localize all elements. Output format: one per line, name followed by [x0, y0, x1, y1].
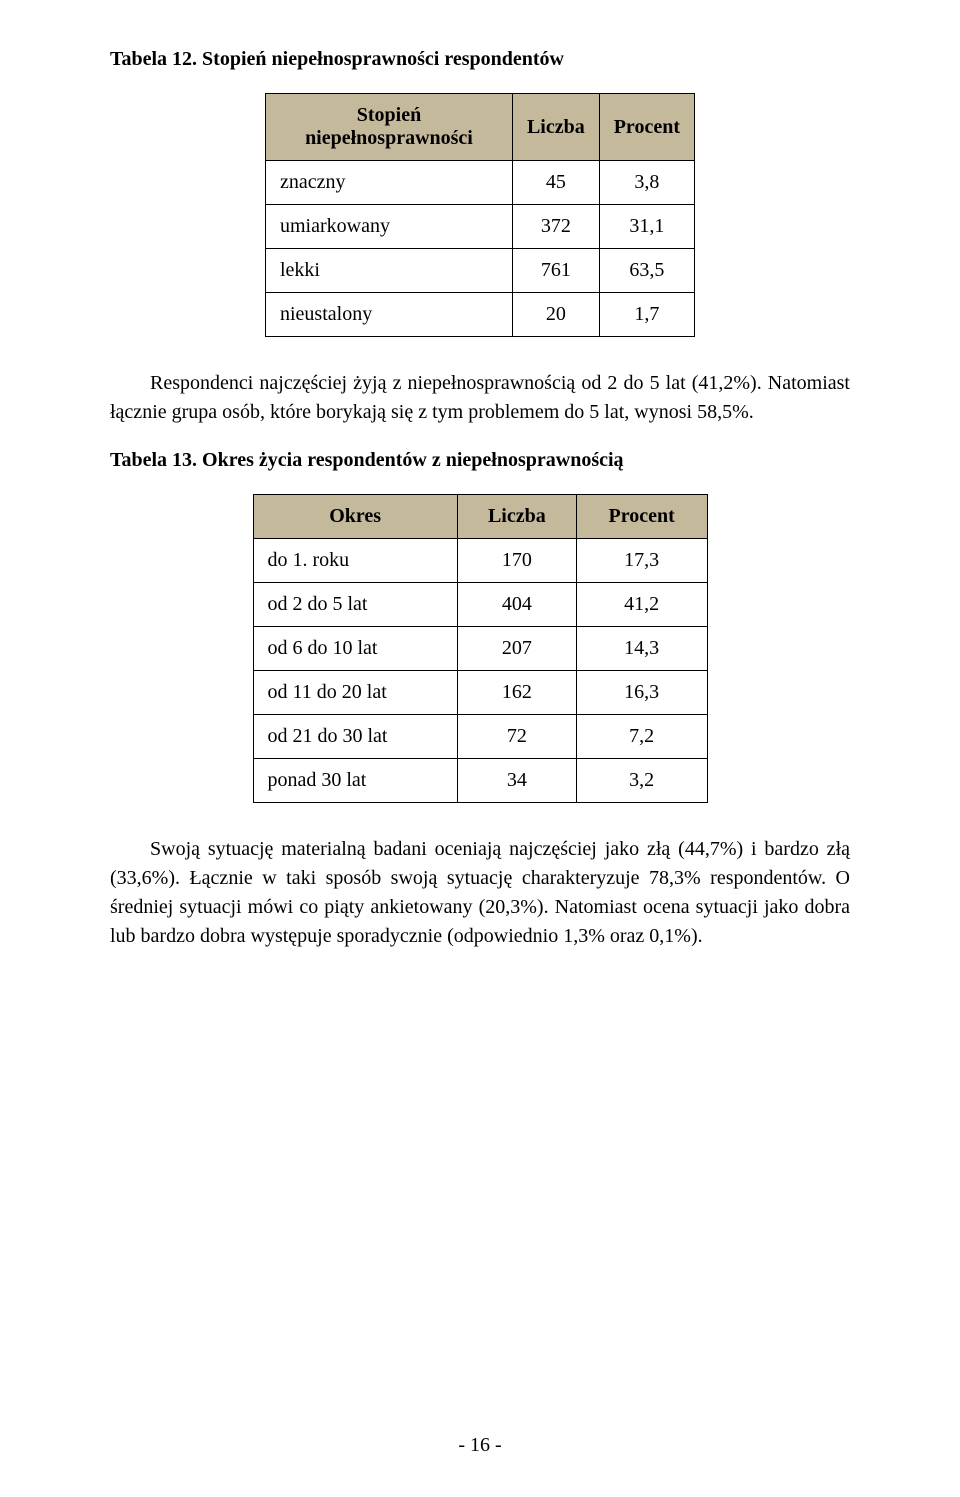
cell-count: 372 [512, 205, 599, 249]
cell-pct: 63,5 [599, 249, 694, 293]
table-row: lekki 761 63,5 [266, 249, 695, 293]
table-row: umiarkowany 372 31,1 [266, 205, 695, 249]
page: Tabela 12. Stopień niepełnosprawności re… [0, 0, 960, 1497]
cell-label: lekki [266, 249, 513, 293]
cell-count: 34 [457, 759, 576, 803]
table-row: od 6 do 10 lat 207 14,3 [253, 627, 707, 671]
paragraph-2: Swoją sytuację materialną badani oceniaj… [110, 835, 850, 951]
table-row: od 21 do 30 lat 72 7,2 [253, 715, 707, 759]
table13-caption: Tabela 13. Okres życia respondentów z ni… [110, 449, 850, 472]
table13-col-pct: Procent [576, 495, 707, 539]
table13-header-row: Okres Liczba Procent [253, 495, 707, 539]
cell-label: ponad 30 lat [253, 759, 457, 803]
cell-pct: 7,2 [576, 715, 707, 759]
table12-header-row: Stopień niepełnosprawności Liczba Procen… [266, 94, 695, 161]
cell-pct: 14,3 [576, 627, 707, 671]
table-row: nieustalony 20 1,7 [266, 293, 695, 337]
cell-pct: 1,7 [599, 293, 694, 337]
cell-count: 170 [457, 539, 576, 583]
cell-count: 72 [457, 715, 576, 759]
table12-caption: Tabela 12. Stopień niepełnosprawności re… [110, 48, 850, 71]
table12-col-label: Stopień niepełnosprawności [266, 94, 513, 161]
table13: Okres Liczba Procent do 1. roku 170 17,3… [253, 494, 708, 803]
cell-count: 20 [512, 293, 599, 337]
cell-pct: 31,1 [599, 205, 694, 249]
table12-col-count: Liczba [512, 94, 599, 161]
table-row: do 1. roku 170 17,3 [253, 539, 707, 583]
cell-count: 404 [457, 583, 576, 627]
cell-pct: 41,2 [576, 583, 707, 627]
table-row: od 2 do 5 lat 404 41,2 [253, 583, 707, 627]
table-row: od 11 do 20 lat 162 16,3 [253, 671, 707, 715]
cell-label: od 2 do 5 lat [253, 583, 457, 627]
table-row: znaczny 45 3,8 [266, 161, 695, 205]
cell-pct: 17,3 [576, 539, 707, 583]
table12: Stopień niepełnosprawności Liczba Procen… [265, 93, 695, 337]
table-row: ponad 30 lat 34 3,2 [253, 759, 707, 803]
cell-label: do 1. roku [253, 539, 457, 583]
cell-pct: 3,2 [576, 759, 707, 803]
table13-col-count: Liczba [457, 495, 576, 539]
cell-label: znaczny [266, 161, 513, 205]
cell-pct: 3,8 [599, 161, 694, 205]
cell-label: umiarkowany [266, 205, 513, 249]
cell-count: 761 [512, 249, 599, 293]
cell-label: nieustalony [266, 293, 513, 337]
page-number: - 16 - [0, 1434, 960, 1457]
cell-label: od 21 do 30 lat [253, 715, 457, 759]
cell-count: 162 [457, 671, 576, 715]
paragraph-1: Respondenci najczęściej żyją z niepełnos… [110, 369, 850, 427]
table13-col-label: Okres [253, 495, 457, 539]
cell-count: 45 [512, 161, 599, 205]
cell-label: od 6 do 10 lat [253, 627, 457, 671]
table12-col-pct: Procent [599, 94, 694, 161]
cell-pct: 16,3 [576, 671, 707, 715]
cell-label: od 11 do 20 lat [253, 671, 457, 715]
cell-count: 207 [457, 627, 576, 671]
